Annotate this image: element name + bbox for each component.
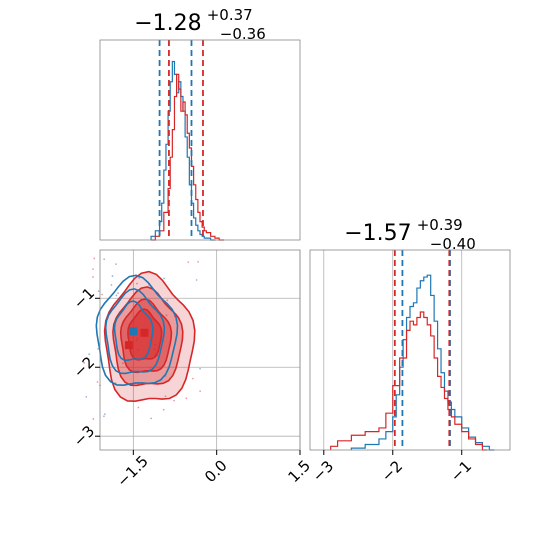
p2-xtick-label-2: −1 bbox=[447, 457, 475, 485]
scatter-point-47 bbox=[93, 257, 96, 260]
histogram-title-param2: −1.57 +0.39 −0.40 bbox=[344, 215, 476, 253]
scatter-point-12 bbox=[97, 347, 99, 350]
scatter-point-11 bbox=[197, 260, 200, 263]
p2-histogram-blue-0 bbox=[350, 274, 495, 451]
p2-histogram-red-1 bbox=[330, 311, 488, 451]
scatter-point-45 bbox=[83, 361, 86, 364]
scatter-point-5 bbox=[117, 292, 119, 295]
p2-frame bbox=[309, 249, 511, 451]
p1-frame bbox=[99, 39, 301, 241]
contour-xtick-label-0: −1.5 bbox=[113, 452, 151, 490]
title-upper-error-param2: +0.39 bbox=[417, 216, 463, 234]
blue-contour-1 bbox=[104, 288, 166, 375]
scatter-point-22 bbox=[111, 275, 114, 277]
scatter-point-43 bbox=[166, 299, 169, 302]
histogram-panel-param1 bbox=[99, 39, 301, 241]
scatter-point-55 bbox=[110, 284, 113, 286]
scatter-point-28 bbox=[88, 353, 91, 356]
scatter-point-18 bbox=[149, 366, 152, 369]
blue-contour-2 bbox=[113, 300, 154, 362]
scatter-point-30 bbox=[199, 367, 201, 370]
p2-xtick-label-0: −3 bbox=[309, 457, 337, 485]
contour-ytick-label-2: −3 bbox=[70, 422, 98, 450]
scatter-point-44 bbox=[115, 263, 117, 266]
scatter-point-8 bbox=[164, 395, 167, 398]
scatter-point-57 bbox=[92, 418, 95, 420]
scatter-point-16 bbox=[103, 258, 106, 261]
scatter-point-37 bbox=[187, 261, 190, 264]
scatter-point-35 bbox=[173, 399, 176, 402]
scatter-point-50 bbox=[97, 290, 100, 293]
scatter-point-40 bbox=[150, 417, 153, 420]
scatter-point-41 bbox=[121, 362, 124, 365]
title-value-param2: −1.57 bbox=[344, 221, 411, 246]
scatter-point-52 bbox=[85, 395, 88, 398]
p2-xtick-label-1: −2 bbox=[378, 457, 406, 485]
scatter-point-29 bbox=[165, 314, 168, 317]
density-peak-marker-2 bbox=[140, 328, 149, 337]
title-lower-error-param1: −0.36 bbox=[220, 25, 266, 43]
title-value-param1: −1.28 bbox=[134, 11, 201, 36]
density-peak-marker-1 bbox=[124, 341, 133, 350]
histogram-panel-param2: −3 −2 −1 bbox=[309, 249, 511, 485]
scatter-point-1 bbox=[96, 381, 99, 383]
scatter-point-13 bbox=[199, 390, 202, 393]
blue-contour-0 bbox=[95, 274, 179, 387]
scatter-point-38 bbox=[195, 279, 198, 281]
contour-frame bbox=[99, 249, 301, 451]
scatter-point-48 bbox=[138, 277, 140, 279]
contour-xtick-label-1: 0.0 bbox=[201, 456, 231, 486]
scatter-point-59 bbox=[185, 397, 188, 400]
scatter-point-10 bbox=[103, 413, 106, 416]
contour-xtick-label-2: 1.5 bbox=[284, 456, 314, 486]
scatter-point-54 bbox=[163, 277, 165, 280]
title-lower-error-param2: −0.40 bbox=[430, 235, 476, 253]
scatter-point-56 bbox=[103, 415, 105, 418]
p1-histogram-red-1 bbox=[151, 73, 225, 241]
scatter-point-21 bbox=[92, 268, 94, 271]
title-upper-error-param1: +0.37 bbox=[207, 6, 253, 24]
contour-ytick-label-0: −1 bbox=[70, 284, 98, 312]
scatter-point-3 bbox=[92, 276, 94, 278]
scatter-point-6 bbox=[162, 408, 165, 411]
density-peak-marker-0 bbox=[129, 327, 138, 336]
histogram-title-param1: −1.28 +0.37 −0.36 bbox=[134, 5, 266, 43]
scatter-point-51 bbox=[191, 377, 194, 380]
scatter-point-36 bbox=[115, 294, 118, 297]
scatter-point-27 bbox=[137, 406, 140, 409]
contour-ytick-label-1: −2 bbox=[70, 353, 98, 381]
scatter-point-19 bbox=[101, 293, 104, 296]
scatter-point-32 bbox=[136, 282, 138, 285]
contour-panel: −1.5 0.0 1.5 −1 −2 −3 bbox=[70, 249, 314, 491]
p1-histogram-blue-0 bbox=[150, 60, 216, 241]
